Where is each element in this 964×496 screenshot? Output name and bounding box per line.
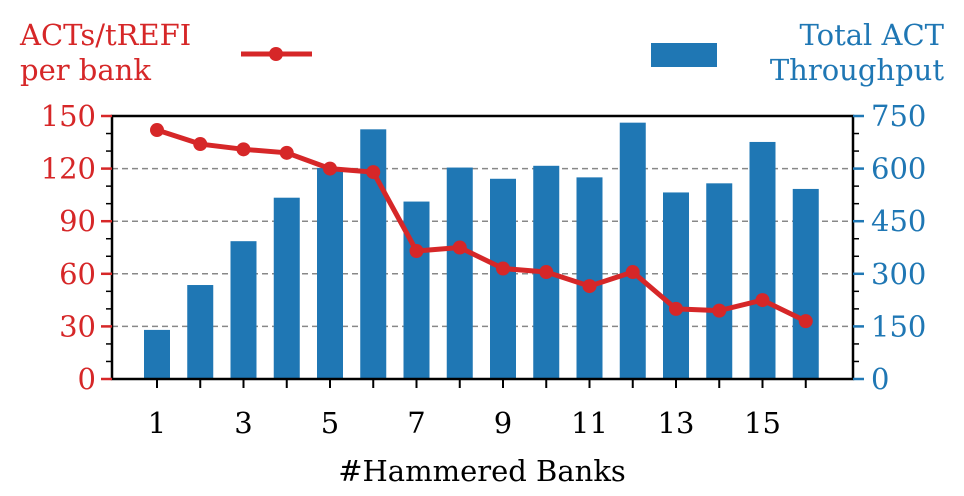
y-left-tick-label: 30 bbox=[59, 309, 96, 343]
x-tick-label: 11 bbox=[571, 406, 608, 440]
legend-line-marker bbox=[269, 47, 283, 61]
y-right-tick-label: 600 bbox=[871, 152, 926, 186]
y-left-tick-label: 60 bbox=[59, 257, 96, 291]
x-tick-label: 1 bbox=[148, 406, 166, 440]
line-point-12 bbox=[625, 265, 640, 280]
bars bbox=[144, 122, 819, 380]
legend-bar-label-2: Throughput bbox=[770, 53, 945, 87]
legend-line-label-1: ACTs/tREFI bbox=[19, 18, 191, 52]
y-right-tick-label: 300 bbox=[871, 257, 926, 291]
line-point-11 bbox=[582, 279, 597, 294]
y-left-tick-label: 150 bbox=[41, 99, 96, 133]
plot-frame bbox=[110, 114, 855, 381]
bar-9 bbox=[490, 178, 516, 379]
x-axis-label: #Hammered Banks bbox=[338, 454, 626, 488]
y-left-tick-label: 120 bbox=[41, 152, 96, 186]
bar-16 bbox=[792, 188, 819, 379]
bar-15 bbox=[749, 141, 776, 379]
line-point-13 bbox=[669, 301, 683, 316]
y-right-tick-label: 0 bbox=[871, 362, 889, 396]
line-point-9 bbox=[496, 261, 510, 276]
x-tick-label: 3 bbox=[234, 406, 252, 440]
bar-14 bbox=[706, 183, 733, 379]
y-right-tick-label: 450 bbox=[871, 204, 926, 238]
axes bbox=[110, 114, 855, 381]
bar-2 bbox=[187, 285, 214, 379]
line-point-16 bbox=[798, 314, 813, 329]
y-right-tick-label: 750 bbox=[871, 99, 926, 133]
line-series bbox=[150, 123, 813, 329]
line-path bbox=[156, 127, 807, 324]
x-tick-label: 13 bbox=[658, 406, 695, 440]
line-point-6 bbox=[366, 165, 381, 180]
bar-11 bbox=[576, 177, 603, 379]
x-tick-label: 9 bbox=[494, 406, 512, 440]
line-point-10 bbox=[539, 265, 554, 280]
line-point-4 bbox=[279, 145, 294, 160]
line-point-5 bbox=[323, 161, 337, 176]
line-point-8 bbox=[452, 240, 467, 255]
legend-bar-label-1: Total ACT bbox=[800, 18, 945, 52]
x-tick-label: 5 bbox=[321, 406, 339, 440]
bar-1 bbox=[144, 329, 170, 379]
line-point-1 bbox=[150, 123, 164, 138]
bar-3 bbox=[230, 241, 257, 379]
line-point-7 bbox=[409, 244, 424, 259]
x-tick-label: 7 bbox=[407, 406, 425, 440]
bar-4 bbox=[273, 197, 300, 379]
bar-12 bbox=[619, 122, 646, 380]
line-point-3 bbox=[236, 142, 251, 157]
bar-5 bbox=[317, 167, 343, 379]
y-left-tick-label: 90 bbox=[59, 204, 96, 238]
legend: ACTs/tREFI per bank Total ACT Throughput bbox=[19, 18, 945, 87]
bar-8 bbox=[446, 167, 473, 379]
y-right-tick-label: 150 bbox=[871, 309, 926, 343]
legend-bar-swatch bbox=[651, 43, 717, 67]
line-point-2 bbox=[193, 137, 208, 152]
bar-13 bbox=[663, 192, 689, 379]
bar-7 bbox=[403, 201, 430, 379]
legend-line-label-2: per bank bbox=[20, 53, 151, 87]
line-point-14 bbox=[712, 303, 727, 318]
x-tick-label: 15 bbox=[744, 406, 781, 440]
line-point-15 bbox=[755, 293, 770, 308]
y-left-tick-label: 0 bbox=[78, 362, 96, 396]
